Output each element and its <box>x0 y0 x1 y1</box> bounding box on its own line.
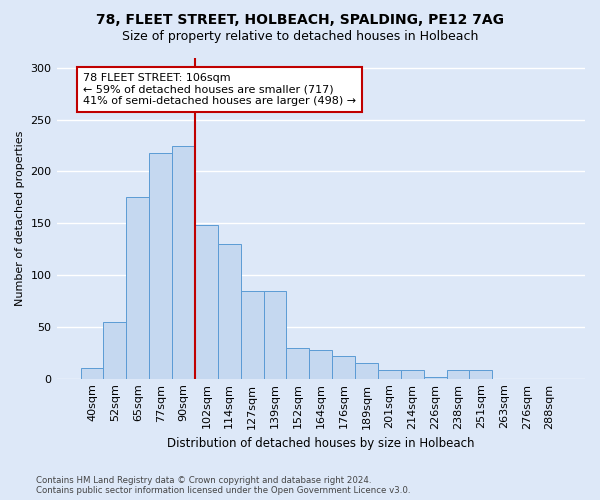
Bar <box>378 370 401 378</box>
Bar <box>127 198 149 378</box>
Bar <box>172 146 195 378</box>
Bar <box>469 370 493 378</box>
Bar <box>149 153 172 378</box>
Bar <box>218 244 241 378</box>
X-axis label: Distribution of detached houses by size in Holbeach: Distribution of detached houses by size … <box>167 437 475 450</box>
Bar <box>195 226 218 378</box>
Text: Size of property relative to detached houses in Holbeach: Size of property relative to detached ho… <box>122 30 478 43</box>
Bar <box>103 322 127 378</box>
Bar <box>286 348 310 378</box>
Bar <box>241 290 263 378</box>
Bar <box>263 290 286 378</box>
Bar <box>401 370 424 378</box>
Y-axis label: Number of detached properties: Number of detached properties <box>15 130 25 306</box>
Bar <box>355 363 378 378</box>
Text: 78, FLEET STREET, HOLBEACH, SPALDING, PE12 7AG: 78, FLEET STREET, HOLBEACH, SPALDING, PE… <box>96 12 504 26</box>
Bar <box>424 376 446 378</box>
Bar <box>332 356 355 378</box>
Text: Contains HM Land Registry data © Crown copyright and database right 2024.
Contai: Contains HM Land Registry data © Crown c… <box>36 476 410 495</box>
Bar <box>310 350 332 378</box>
Bar <box>446 370 469 378</box>
Text: 78 FLEET STREET: 106sqm
← 59% of detached houses are smaller (717)
41% of semi-d: 78 FLEET STREET: 106sqm ← 59% of detache… <box>83 73 356 106</box>
Bar <box>80 368 103 378</box>
